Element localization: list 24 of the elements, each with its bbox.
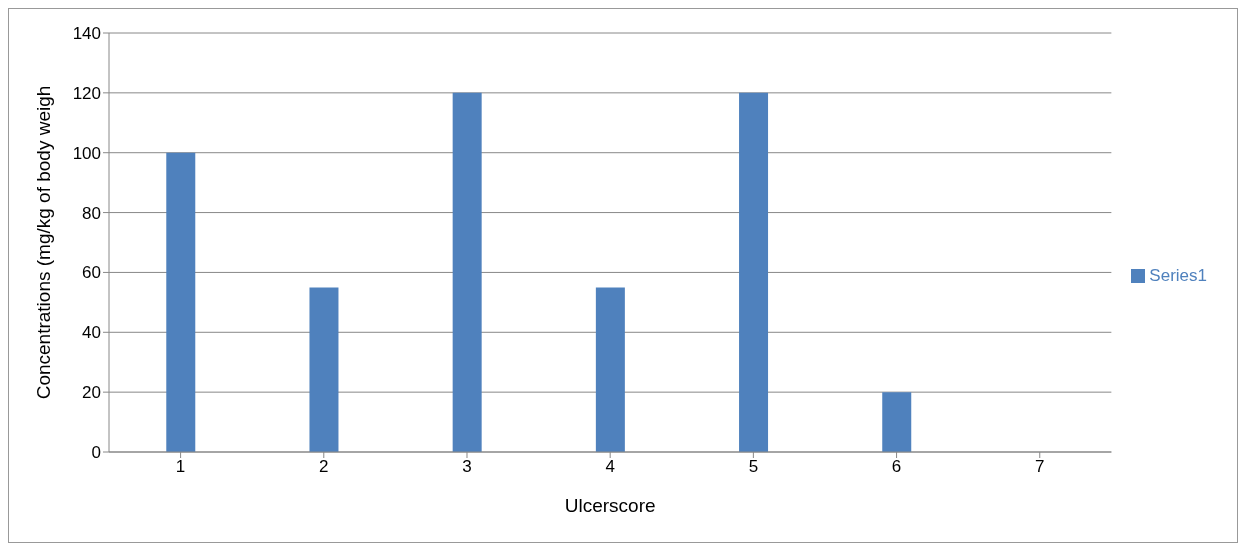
y-tick-label: 20 [82, 383, 101, 403]
y-tick-label: 40 [82, 323, 101, 343]
y-tick-label: 80 [82, 203, 101, 223]
y-tick-label: 100 [72, 143, 101, 163]
bar [452, 92, 482, 452]
y-tick-label: 120 [72, 83, 101, 103]
x-tick-label: 3 [462, 457, 472, 477]
x-tick-label: 5 [748, 457, 759, 477]
y-axis-title: Concentrations (mg/kg of body weigh [32, 85, 54, 400]
x-tick-label: 4 [605, 457, 615, 477]
y-tick-label: 60 [82, 263, 101, 283]
y-tick-label: 140 [72, 24, 101, 44]
x-tick-label: 6 [891, 457, 902, 477]
bar [309, 287, 339, 452]
x-axis-title: Ulcerscore [564, 495, 656, 516]
x-tick-label: 7 [1035, 457, 1045, 477]
bar [166, 152, 196, 452]
y-tick-label: 0 [91, 443, 101, 463]
x-tick-label: 1 [175, 457, 186, 477]
bar [739, 92, 769, 452]
bar [882, 392, 912, 452]
bar [595, 287, 625, 452]
x-tick-label: 2 [319, 457, 329, 477]
legend-label: Series1 [1149, 265, 1207, 285]
